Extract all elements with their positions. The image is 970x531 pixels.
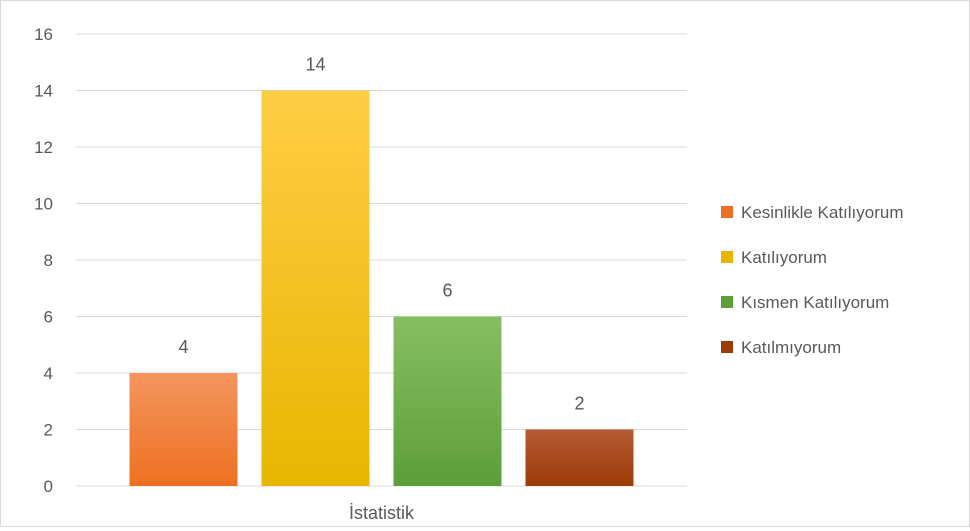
bars	[129, 90, 634, 486]
data-labels: 4 14 6 2	[178, 55, 584, 414]
y-tick-label: 16	[34, 25, 53, 44]
bar	[261, 90, 370, 486]
y-tick-label: 12	[34, 138, 53, 157]
legend-label: Kesinlikle Katılıyorum	[741, 203, 904, 222]
data-label: 2	[574, 394, 584, 414]
y-axis-ticks: 0 2 4 6 8 10 12 14 16	[34, 25, 53, 496]
bar	[393, 316, 502, 486]
legend-swatch	[721, 251, 733, 263]
y-tick-label: 4	[44, 364, 53, 383]
y-tick-label: 2	[44, 421, 53, 440]
legend-swatch	[721, 341, 733, 353]
legend-label: Katılmıyorum	[741, 338, 841, 357]
legend-label: Katılıyorum	[741, 248, 827, 267]
y-tick-label: 6	[44, 308, 53, 327]
data-label: 6	[442, 281, 452, 301]
x-axis: İstatistik	[349, 503, 415, 523]
legend-swatch	[721, 296, 733, 308]
y-tick-label: 14	[34, 82, 53, 101]
data-label: 14	[305, 55, 325, 75]
legend: Kesinlikle Katılıyorum Katılıyorum Kısmen …	[721, 203, 904, 357]
y-tick-label: 8	[44, 251, 53, 270]
data-label: 4	[178, 337, 188, 357]
y-tick-label: 10	[34, 195, 53, 214]
category-label: İstatistik	[349, 503, 415, 523]
bar	[525, 429, 634, 486]
legend-label: Kısmen Katılıyorum	[741, 293, 889, 312]
y-tick-label: 0	[44, 477, 53, 496]
legend-swatch	[721, 206, 733, 218]
bar	[129, 373, 238, 486]
